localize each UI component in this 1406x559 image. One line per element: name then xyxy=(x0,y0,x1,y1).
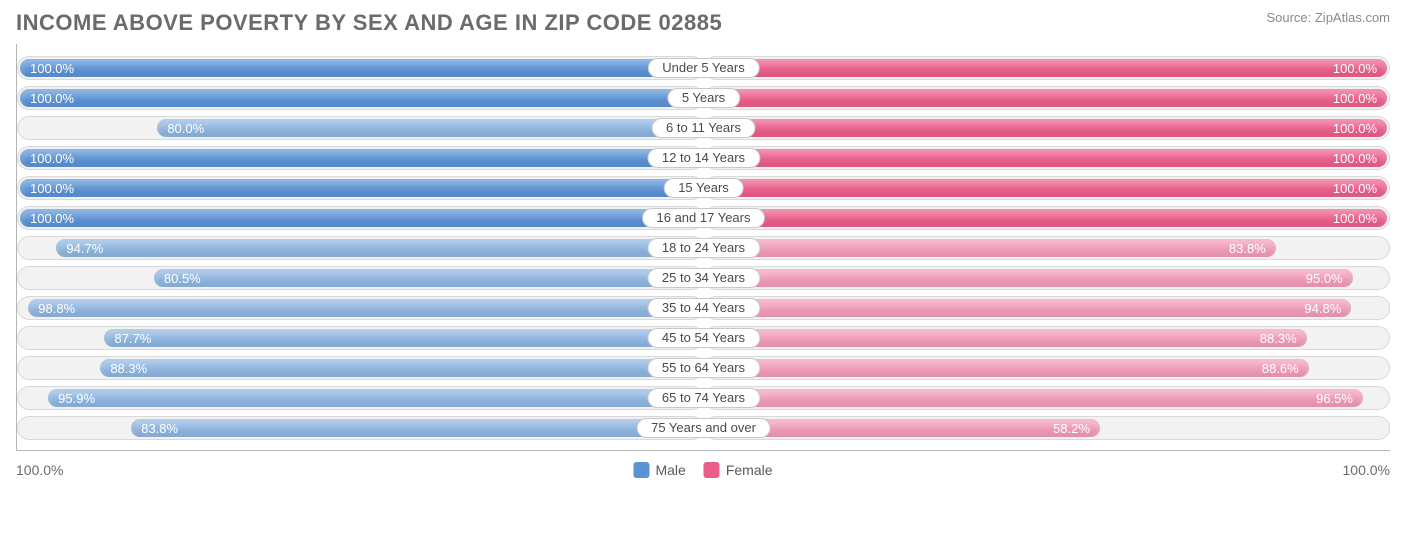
chart-row: 88.3% 88.6% 55 to 64 Years xyxy=(17,356,1390,380)
male-bar-label: 87.7% xyxy=(114,331,151,346)
legend-item: Male xyxy=(633,462,685,478)
male-bar-label: 80.0% xyxy=(167,121,204,136)
legend-label: Female xyxy=(726,462,773,478)
female-bar: 88.3% xyxy=(707,329,1307,347)
chart-row: 87.7% 88.3% 45 to 54 Years xyxy=(17,326,1390,350)
male-bar: 98.8% xyxy=(28,299,700,317)
female-bar-label: 88.6% xyxy=(1262,361,1299,376)
chart-row: 100.0% 100.0% Under 5 Years xyxy=(17,56,1390,80)
male-bar-label: 100.0% xyxy=(30,151,74,166)
female-bar: 96.5% xyxy=(707,389,1363,407)
female-bar: 100.0% xyxy=(707,149,1388,167)
male-bar-label: 100.0% xyxy=(30,211,74,226)
category-label: 18 to 24 Years xyxy=(647,238,760,258)
chart-title: INCOME ABOVE POVERTY BY SEX AND AGE IN Z… xyxy=(16,10,722,36)
axis-label-right: 100.0% xyxy=(1343,462,1390,478)
category-label: 12 to 14 Years xyxy=(647,148,760,168)
category-label: 55 to 64 Years xyxy=(647,358,760,378)
male-bar: 100.0% xyxy=(20,149,701,167)
female-bar-label: 100.0% xyxy=(1333,181,1377,196)
female-bar-label: 95.0% xyxy=(1306,271,1343,286)
chart-row: 100.0% 100.0% 15 Years xyxy=(17,176,1390,200)
female-bar-label: 100.0% xyxy=(1333,121,1377,136)
female-bar: 100.0% xyxy=(707,119,1388,137)
male-bar: 87.7% xyxy=(104,329,700,347)
male-bar: 95.9% xyxy=(48,389,700,407)
male-bar: 88.3% xyxy=(100,359,700,377)
chart-row: 100.0% 100.0% 12 to 14 Years xyxy=(17,146,1390,170)
category-label: 5 Years xyxy=(667,88,740,108)
legend-swatch xyxy=(633,462,649,478)
legend-item: Female xyxy=(704,462,773,478)
female-bar-label: 100.0% xyxy=(1333,151,1377,166)
male-bar: 100.0% xyxy=(20,179,701,197)
category-label: 35 to 44 Years xyxy=(647,298,760,318)
male-bar: 100.0% xyxy=(20,209,701,227)
female-bar: 100.0% xyxy=(707,59,1388,77)
chart-row: 80.0% 100.0% 6 to 11 Years xyxy=(17,116,1390,140)
axis-label-left: 100.0% xyxy=(16,462,63,478)
chart-source: Source: ZipAtlas.com xyxy=(1266,10,1390,25)
chart-row: 100.0% 100.0% 5 Years xyxy=(17,86,1390,110)
category-label: 75 Years and over xyxy=(636,418,771,438)
female-bar-label: 94.8% xyxy=(1304,301,1341,316)
chart-footer: 100.0% Male Female 100.0% xyxy=(16,457,1390,483)
legend-swatch xyxy=(704,462,720,478)
female-bar-label: 96.5% xyxy=(1316,391,1353,406)
male-bar-label: 80.5% xyxy=(164,271,201,286)
male-bar: 100.0% xyxy=(20,59,701,77)
male-bar-label: 100.0% xyxy=(30,61,74,76)
chart-row: 80.5% 95.0% 25 to 34 Years xyxy=(17,266,1390,290)
female-bar-label: 100.0% xyxy=(1333,61,1377,76)
female-bar: 88.6% xyxy=(707,359,1309,377)
chart-row: 95.9% 96.5% 65 to 74 Years xyxy=(17,386,1390,410)
category-label: Under 5 Years xyxy=(647,58,759,78)
female-bar: 95.0% xyxy=(707,269,1353,287)
female-bar-label: 83.8% xyxy=(1229,241,1266,256)
female-bar: 83.8% xyxy=(707,239,1276,257)
category-label: 25 to 34 Years xyxy=(647,268,760,288)
category-label: 16 and 17 Years xyxy=(642,208,766,228)
male-bar: 100.0% xyxy=(20,89,701,107)
chart-row: 94.7% 83.8% 18 to 24 Years xyxy=(17,236,1390,260)
male-bar: 80.5% xyxy=(154,269,701,287)
legend-label: Male xyxy=(655,462,685,478)
female-bar-label: 100.0% xyxy=(1333,91,1377,106)
chart-row: 100.0% 100.0% 16 and 17 Years xyxy=(17,206,1390,230)
male-bar-label: 88.3% xyxy=(110,361,147,376)
chart-row: 98.8% 94.8% 35 to 44 Years xyxy=(17,296,1390,320)
female-bar: 94.8% xyxy=(707,299,1352,317)
category-label: 45 to 54 Years xyxy=(647,328,760,348)
female-bar: 100.0% xyxy=(707,209,1388,227)
chart-header: INCOME ABOVE POVERTY BY SEX AND AGE IN Z… xyxy=(0,0,1406,44)
legend: Male Female xyxy=(633,462,772,478)
female-bar-label: 58.2% xyxy=(1053,421,1090,436)
female-bar-label: 88.3% xyxy=(1260,331,1297,346)
chart-area: 100.0% 100.0% Under 5 Years 100.0% 100.0% 5 Y… xyxy=(16,44,1390,451)
chart-row: 83.8% 58.2% 75 Years and over xyxy=(17,416,1390,440)
male-bar-label: 98.8% xyxy=(38,301,75,316)
category-label: 65 to 74 Years xyxy=(647,388,760,408)
category-label: 15 Years xyxy=(663,178,744,198)
male-bar-label: 100.0% xyxy=(30,181,74,196)
male-bar-label: 100.0% xyxy=(30,91,74,106)
female-bar: 100.0% xyxy=(707,89,1388,107)
male-bar-label: 94.7% xyxy=(66,241,103,256)
category-label: 6 to 11 Years xyxy=(651,118,756,138)
male-bar-label: 95.9% xyxy=(58,391,95,406)
female-bar: 100.0% xyxy=(707,179,1388,197)
male-bar: 94.7% xyxy=(56,239,700,257)
male-bar-label: 83.8% xyxy=(141,421,178,436)
female-bar-label: 100.0% xyxy=(1333,211,1377,226)
male-bar: 80.0% xyxy=(157,119,700,137)
male-bar: 83.8% xyxy=(131,419,700,437)
